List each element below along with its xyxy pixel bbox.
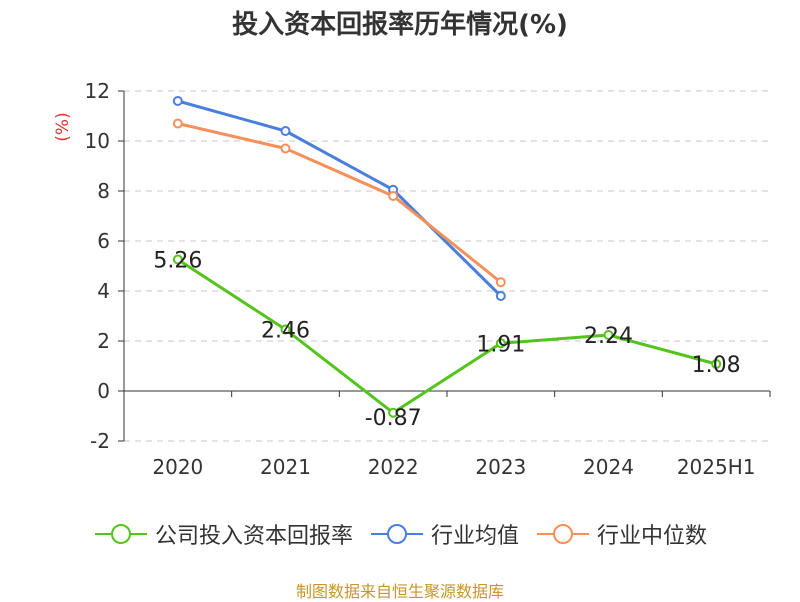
- data-label: -0.87: [365, 406, 422, 431]
- legend-item: 行业均值: [369, 518, 519, 550]
- data-labels: 5.26 2.46 -0.87 1.91 2.24 1.08: [153, 249, 740, 431]
- data-label: 2.46: [261, 319, 310, 344]
- data-point: [495, 291, 506, 301]
- legend-item: 公司投入资本回报率: [93, 518, 353, 550]
- data-label: 1.08: [692, 353, 741, 378]
- data-point: [280, 143, 291, 154]
- data-label: 1.91: [476, 332, 525, 357]
- source-note: 制图数据来自恒生聚源数据库: [295, 582, 504, 601]
- x-tick-label: 2020: [152, 455, 203, 479]
- grid-lines: [124, 90, 770, 442]
- chart-title: 投入资本回报率历年情况(%): [232, 10, 568, 40]
- data-point: [172, 96, 183, 106]
- legend: 公司投入资本回报率 行业均值 行业中位数: [0, 518, 800, 550]
- y-tick-label: 10: [85, 129, 110, 153]
- y-axis-label: (%): [53, 112, 73, 141]
- data-point: [495, 338, 506, 349]
- y-tick-label: 12: [85, 79, 110, 103]
- legend-item: 行业中位数: [535, 518, 707, 550]
- x-tick-label: 2023: [475, 455, 526, 479]
- data-label: 2.24: [584, 324, 633, 349]
- series-line: [177, 99, 502, 298]
- series-line: [177, 258, 717, 415]
- data-point: [172, 254, 183, 265]
- axes: -2 0 2 4 6 8 10 12 2020 2021 2022 2023 2024 2025H1: [85, 79, 771, 479]
- x-tick-label: 2025H1: [677, 455, 756, 479]
- series-line: [177, 122, 502, 284]
- data-point: [172, 118, 183, 129]
- y-tick-label: 0: [97, 379, 110, 403]
- data-point: [495, 277, 506, 288]
- data-label: 5.26: [153, 249, 202, 274]
- legend-label: 公司投入资本回报率: [154, 524, 353, 549]
- data-point: [280, 126, 291, 136]
- y-tick-label: 6: [97, 229, 110, 253]
- legend-label: 行业中位数: [597, 524, 708, 549]
- legend-label: 行业均值: [430, 524, 519, 549]
- data-point: [711, 359, 722, 369]
- data-point: [388, 407, 399, 418]
- data-point: [603, 330, 614, 340]
- x-tick-label: 2022: [368, 455, 419, 479]
- y-tick-label: 8: [97, 179, 110, 203]
- data-point: [280, 324, 291, 335]
- y-tick-label: -2: [90, 429, 110, 453]
- y-tick-label: 2: [97, 329, 110, 353]
- legend-swatch: [370, 524, 423, 544]
- x-tick-label: 2024: [583, 455, 634, 479]
- y-tick-label: 4: [97, 279, 110, 303]
- series-layer: [172, 96, 722, 418]
- data-point: [388, 191, 399, 201]
- legend-swatch: [537, 524, 589, 544]
- x-tick-label: 2021: [260, 455, 311, 479]
- legend-swatch: [94, 524, 147, 544]
